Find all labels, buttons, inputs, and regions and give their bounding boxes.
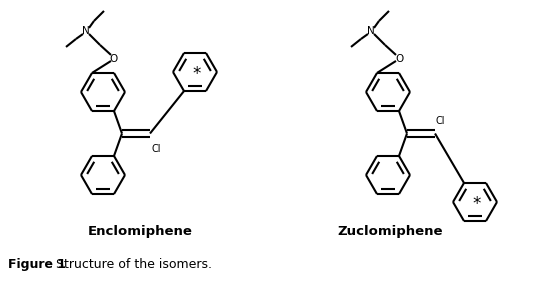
Text: Cl: Cl xyxy=(151,144,161,155)
Text: N: N xyxy=(82,26,90,36)
Text: Cl: Cl xyxy=(436,115,446,125)
Text: N: N xyxy=(367,26,375,36)
Text: *: * xyxy=(473,195,481,213)
Text: O: O xyxy=(395,54,403,64)
Text: Figure 1: Figure 1 xyxy=(8,258,66,271)
Text: Zuclomiphene: Zuclomiphene xyxy=(337,225,443,238)
Text: *: * xyxy=(193,65,201,83)
Text: Structure of the isomers.: Structure of the isomers. xyxy=(52,258,212,271)
Text: O: O xyxy=(110,54,118,64)
Text: Enclomiphene: Enclomiphene xyxy=(87,225,192,238)
